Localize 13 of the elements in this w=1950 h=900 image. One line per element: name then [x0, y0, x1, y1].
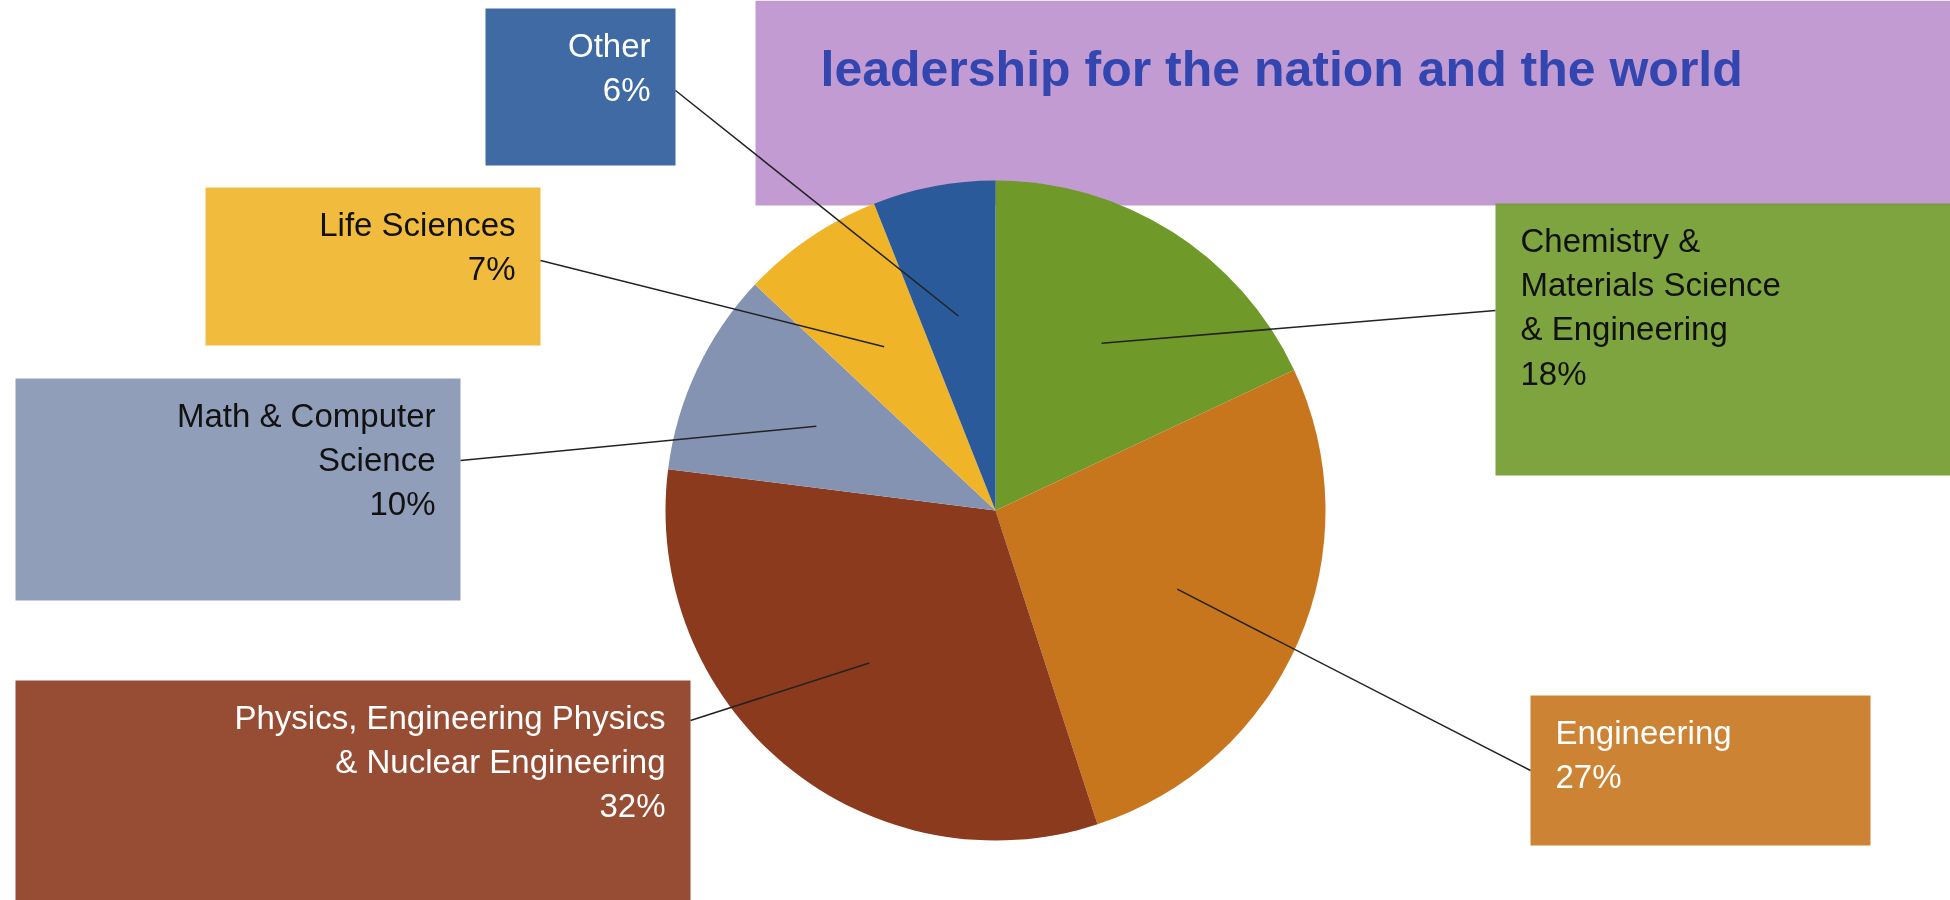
- chart-title: leadership for the nation and the world: [820, 40, 1743, 97]
- data-label: 18%: [1520, 354, 1587, 392]
- slice-label: Physics, Engineering Physics & Nuclear Engineering: [234, 698, 666, 780]
- slice-label: Life Sciences: [319, 205, 516, 243]
- data-label: 6%: [602, 70, 651, 108]
- slice-label: Chemistry & Materials Science & Engineering: [1520, 221, 1781, 348]
- slice-label: Engineering: [1555, 713, 1732, 751]
- slice-label: Other: [567, 26, 651, 64]
- data-label: 32%: [599, 787, 666, 825]
- data-label: 27%: [1555, 757, 1622, 795]
- slice-label: Math & Computer Science: [176, 396, 436, 478]
- data-label: 7%: [467, 249, 516, 287]
- data-label: 10%: [369, 485, 436, 523]
